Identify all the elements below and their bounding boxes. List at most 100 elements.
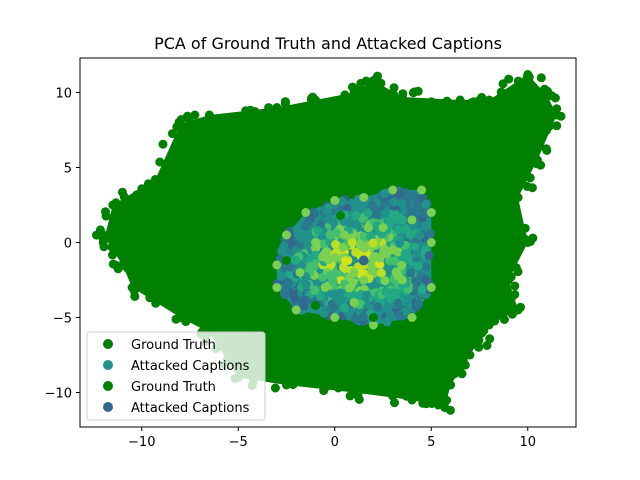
attacked-caption-point (373, 302, 383, 312)
ground-truth-point (484, 208, 494, 217)
ground-truth-point (498, 79, 508, 89)
ground-truth-point (446, 163, 456, 172)
ground-truth-point (119, 192, 129, 202)
x-tick-label: 0 (331, 435, 339, 450)
ground-truth-point (407, 395, 417, 405)
ground-truth-point (166, 223, 176, 232)
ground-truth-point (267, 110, 277, 120)
ground-truth-point (504, 133, 513, 142)
ground-truth-point (146, 230, 156, 240)
attacked-caption-point (410, 242, 420, 252)
attacked-caption-point (397, 275, 407, 285)
attacked-caption-point (421, 199, 431, 209)
ground-truth-point (151, 183, 161, 193)
ground-truth-point (118, 260, 127, 270)
attacked-caption-point (313, 226, 323, 236)
attacked-caption-point (364, 223, 373, 233)
attacked-caption-point (407, 215, 417, 225)
ground-truth-point (264, 103, 274, 113)
attacked-caption-point (393, 225, 403, 235)
attacked-caption-point (299, 301, 309, 311)
attacked-caption-point (358, 312, 368, 322)
ground-truth-point (541, 144, 551, 154)
attacked-caption-point (389, 197, 399, 207)
ground-truth-point (333, 383, 343, 393)
ground-truth-point (195, 185, 205, 195)
attacked-caption-point (385, 309, 395, 319)
ground-truth-point (110, 209, 120, 219)
attacked-caption-point (390, 215, 400, 224)
ground-truth-point (101, 207, 110, 217)
attacked-caption-point (349, 298, 359, 307)
attacked-caption-point (406, 207, 416, 217)
ground-truth-point (151, 298, 161, 308)
attacked-caption-point (301, 208, 311, 217)
ground-truth-point (413, 86, 423, 96)
ground-truth-point (253, 193, 263, 202)
ground-truth-point (455, 95, 465, 105)
ground-truth-overlay-points (282, 197, 456, 322)
attacked-caption-point (317, 272, 327, 282)
ground-truth-point (388, 89, 398, 99)
attacked-caption-point (350, 218, 360, 228)
ground-truth-point (474, 336, 484, 345)
ground-truth-point (137, 184, 147, 194)
ground-truth-point (510, 201, 520, 211)
attacked-caption-point (337, 197, 347, 206)
ground-truth-point (469, 97, 479, 107)
ground-truth-point (359, 86, 368, 96)
attacked-caption-point (378, 223, 388, 232)
ground-truth-point (288, 380, 298, 390)
ground-truth-point (503, 301, 513, 311)
ground-truth-point (535, 135, 545, 145)
ground-truth-point (362, 382, 372, 392)
ground-truth-point (108, 259, 118, 269)
ground-truth-point (510, 252, 520, 262)
ground-truth-point (516, 231, 526, 241)
attacked-caption-point (272, 260, 282, 270)
x-tick-label: 10 (519, 435, 536, 450)
attacked-caption-point (412, 278, 422, 288)
attacked-caption-point (397, 199, 407, 209)
ground-truth-point (356, 78, 366, 88)
ground-truth-point (132, 190, 142, 200)
ground-truth-overlay-point (368, 313, 378, 322)
ground-truth-point (534, 91, 543, 101)
y-tick-label: 10 (55, 87, 72, 102)
attacked-caption-point (288, 289, 298, 299)
ground-truth-point (523, 70, 533, 79)
attacked-caption-point (389, 208, 399, 218)
ground-truth-point (130, 272, 140, 282)
ground-truth-point (552, 110, 562, 120)
ground-truth-point (107, 242, 117, 252)
legend-label-attacked-captions-1: Attacked Captions (131, 359, 250, 374)
ground-truth-point (282, 380, 291, 390)
y-tick-label: 0 (64, 237, 72, 252)
legend-marker-attacked-captions-1 (103, 360, 113, 370)
attacked-caption-point (368, 253, 378, 262)
attacked-caption-point (381, 287, 391, 297)
attacked-caption-point (351, 247, 361, 257)
ground-truth-point (474, 342, 484, 352)
ground-truth-point (175, 133, 185, 143)
ground-truth-point (158, 139, 168, 149)
ground-truth-overlay-point (336, 211, 345, 220)
x-tick-label: −10 (128, 435, 155, 450)
ground-truth-point (422, 395, 432, 404)
ground-truth-point (175, 313, 185, 322)
ground-truth-point (143, 179, 153, 189)
attacked-caption-point (395, 238, 405, 248)
ground-truth-point (511, 263, 521, 273)
ground-truth-point (283, 107, 293, 117)
attacked-caption-point (382, 317, 392, 327)
legend-marker-ground-truth-1 (103, 339, 113, 349)
attacked-caption-point (426, 238, 436, 247)
ground-truth-point (440, 403, 450, 412)
ground-truth-point (484, 320, 494, 330)
ground-truth-point (155, 157, 165, 167)
attacked-caption-point (284, 278, 294, 288)
ground-truth-point (536, 73, 546, 83)
ground-truth-point (417, 125, 427, 135)
attacked-caption-point (291, 255, 301, 265)
attacked-caption-point (407, 313, 417, 322)
